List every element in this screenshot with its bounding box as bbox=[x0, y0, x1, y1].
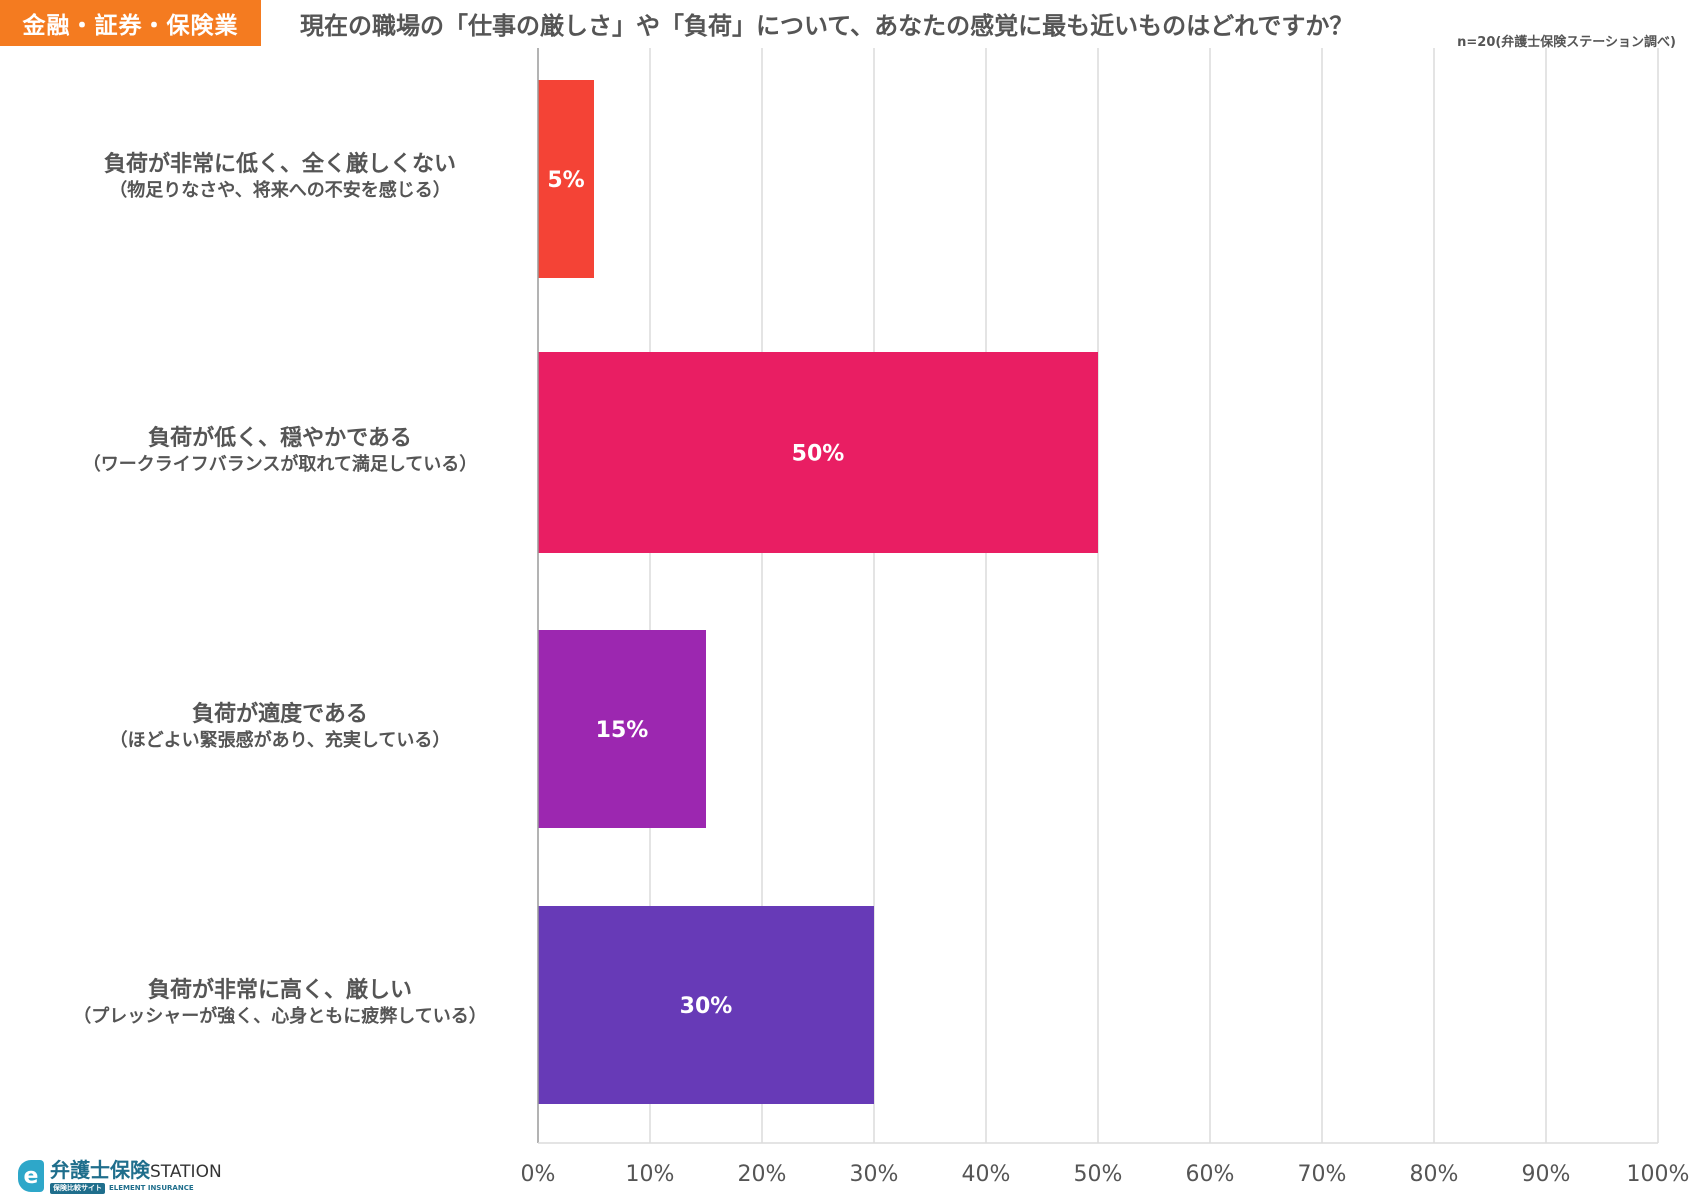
category-main-text: 負荷が適度である bbox=[192, 702, 368, 727]
x-tick-label: 70% bbox=[1298, 1162, 1347, 1187]
logo-name: 弁護士保険 bbox=[50, 1157, 150, 1182]
category-sub-text: （ほどよい緊張感があり、充実している） bbox=[109, 730, 451, 751]
category-main-text: 負荷が非常に低く、全く厳しくない bbox=[103, 152, 456, 177]
category-label: 負荷が適度である （ほどよい緊張感があり、充実している） bbox=[0, 701, 560, 753]
category-main-text: 負荷が非常に高く、厳しい bbox=[147, 978, 412, 1003]
category-tag: 金融・証券・保険業 bbox=[0, 0, 261, 46]
bar bbox=[538, 630, 706, 828]
category-label: 負荷が非常に低く、全く厳しくない （物足りなさや、将来への不安を感じる） bbox=[0, 151, 560, 203]
data-label: 30% bbox=[680, 994, 733, 1019]
category-main-text: 負荷が低く、穏やかである bbox=[148, 425, 412, 451]
data-label: 5% bbox=[547, 168, 584, 193]
bar bbox=[538, 906, 874, 1104]
data-label: 15% bbox=[596, 718, 649, 743]
category-sub-text: （物足りなさや、将来への不安を感じる） bbox=[109, 180, 451, 201]
x-tick-label: 80% bbox=[1410, 1162, 1459, 1187]
x-tick-label: 30% bbox=[850, 1162, 899, 1187]
chart-title: 現在の職場の「仕事の厳しさ」や「負荷」について、あなたの感覚に最も近いものはどれ… bbox=[300, 12, 1354, 40]
logo-badge: 保険比較サイト bbox=[50, 1182, 105, 1194]
sample-note: n=20(弁護士保険ステーション調べ) bbox=[1457, 35, 1676, 50]
category-sub-text: （ワークライフバランスが取れて満足している） bbox=[82, 453, 478, 475]
x-tick-label: 10% bbox=[626, 1162, 675, 1187]
logo: e 弁護士保険STATION 保険比較サイト ELEMENT INSURANCE bbox=[18, 1158, 222, 1194]
bar bbox=[538, 80, 594, 278]
x-tick-label: 90% bbox=[1522, 1162, 1571, 1187]
logo-suffix: STATION bbox=[150, 1161, 222, 1182]
x-tick-label: 50% bbox=[1074, 1162, 1123, 1187]
data-label: 50% bbox=[792, 442, 845, 467]
bar bbox=[538, 352, 1098, 553]
logo-company: ELEMENT INSURANCE bbox=[109, 1183, 194, 1192]
x-tick-label: 0% bbox=[521, 1162, 556, 1187]
x-tick-label: 40% bbox=[962, 1162, 1011, 1187]
logo-e-icon: e bbox=[18, 1160, 44, 1192]
category-label: 負荷が非常に高く、厳しい （プレッシャーが強く、心身ともに疲弊している） bbox=[0, 977, 560, 1029]
category-sub-text: （プレッシャーが強く、心身ともに疲弊している） bbox=[73, 1006, 487, 1027]
x-tick-label: 60% bbox=[1186, 1162, 1235, 1187]
category-label: 負荷が低く、穏やかである （ワークライフバランスが取れて満足している） bbox=[0, 425, 560, 477]
x-tick-label: 20% bbox=[738, 1162, 787, 1187]
x-tick-label: 100% bbox=[1627, 1162, 1690, 1187]
